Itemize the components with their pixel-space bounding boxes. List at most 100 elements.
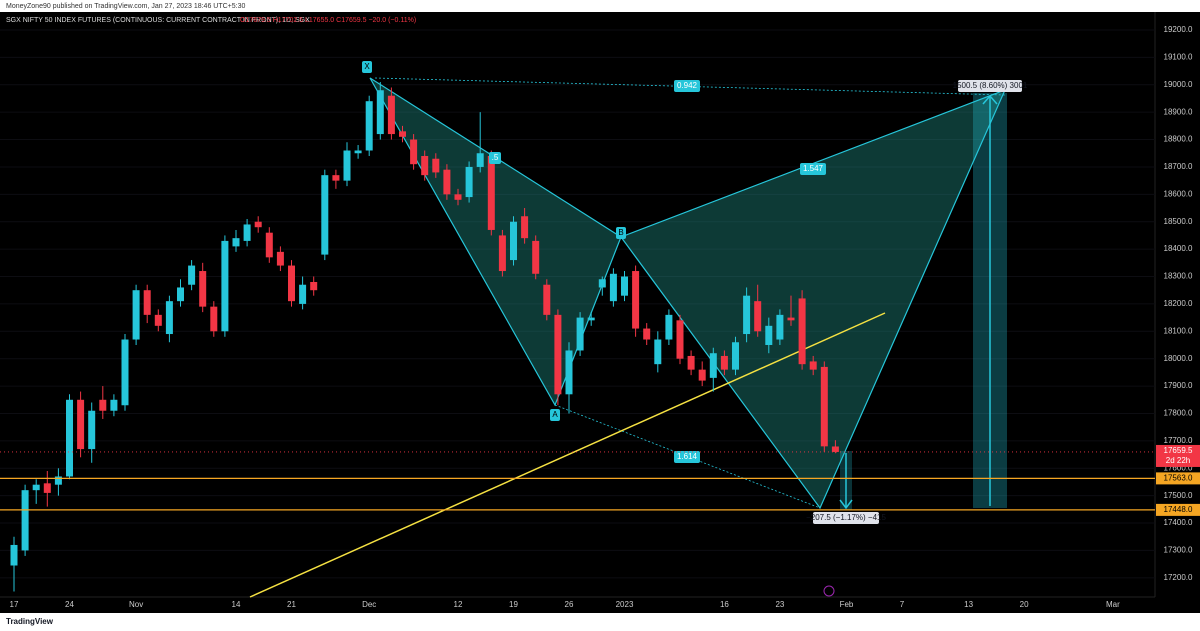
last-price-label: 17659.5 (1164, 446, 1193, 455)
ratio-label: .5 (492, 153, 499, 162)
candle-body (510, 221, 517, 261)
candle-body (621, 276, 628, 296)
ratio-label: 1.614 (677, 452, 698, 461)
candle-body (66, 399, 73, 477)
candle-body (820, 366, 828, 447)
y-tick-label: 17900.0 (1164, 381, 1193, 390)
candle-body (554, 314, 562, 395)
x-tick-label: 26 (565, 600, 574, 609)
arrow-head (982, 94, 998, 105)
candle-body (143, 290, 151, 315)
header-bar (0, 0, 1200, 12)
x-tick-label: 20 (1020, 600, 1029, 609)
candle-body (110, 399, 118, 411)
last-price-box (1156, 444, 1200, 467)
candle-body (676, 320, 684, 359)
candle-body (654, 339, 662, 365)
price-box (1156, 503, 1200, 516)
x-tick-label: 14 (232, 600, 241, 609)
candle-body (365, 101, 373, 151)
candle-body (809, 361, 817, 370)
candle-body (154, 314, 162, 326)
candle-body (454, 194, 462, 200)
price-box-label: 17448.0 (1164, 505, 1193, 514)
candle-body (743, 295, 751, 335)
y-tick-label: 19100.0 (1164, 52, 1193, 61)
pattern-point-box (616, 227, 626, 239)
price-box (1156, 472, 1200, 485)
candle-body (299, 284, 307, 304)
measure-label-box (958, 80, 1022, 92)
y-tick-label: 18800.0 (1164, 135, 1193, 144)
candle-body (543, 284, 551, 315)
x-tick-label: 2023 (616, 600, 634, 609)
y-tick-label: 19200.0 (1164, 25, 1193, 34)
y-tick-label: 17800.0 (1164, 409, 1193, 418)
candle-body (443, 169, 451, 195)
candle-body (221, 240, 229, 332)
ratio-label-box (800, 163, 826, 175)
candle-body (332, 175, 340, 181)
ratio-label: 1.547 (803, 164, 824, 173)
candle-body (188, 265, 196, 285)
candle-body (288, 265, 295, 302)
x-tick-label: 21 (287, 600, 296, 609)
x-tick-label: Feb (840, 600, 854, 609)
candle-body (376, 90, 384, 135)
candle-body (276, 251, 284, 266)
ac-dotted (554, 404, 821, 509)
pattern-point: B (618, 228, 623, 237)
candle-body (720, 355, 728, 370)
ratio-label: 0.942 (677, 81, 698, 90)
candle-body (754, 301, 762, 332)
candle-body (587, 317, 595, 321)
pattern-point-box (362, 61, 372, 73)
candle-body (521, 216, 529, 239)
candle-body (354, 150, 362, 154)
pattern-point-box (550, 409, 560, 421)
candle-body (254, 221, 262, 228)
candle-body (765, 325, 773, 345)
candle-body (598, 279, 606, 288)
candle-body (476, 153, 484, 167)
candle-body (410, 139, 418, 165)
candle-body (10, 544, 18, 566)
countdown: 2d 22h (1166, 456, 1190, 465)
measure-label: −207.5 (−1.17%) −415 (806, 513, 886, 522)
candle-body (177, 287, 184, 302)
candle-body (687, 355, 695, 370)
x-tick-label: 13 (964, 600, 973, 609)
candle-body (132, 290, 140, 340)
pattern-point: A (552, 410, 558, 419)
watermark: TradingView (6, 617, 54, 626)
candle-body (643, 328, 651, 340)
price-box-label: 17563.0 (1164, 474, 1193, 483)
candles (10, 82, 839, 592)
ratio-label-box (674, 80, 700, 92)
x-tick-label: 16 (720, 600, 729, 609)
candle-body (88, 410, 96, 450)
y-tick-label: 19000.0 (1164, 80, 1193, 89)
y-tick-label: 17500.0 (1164, 491, 1193, 500)
candle-body (532, 240, 540, 274)
candle-body (165, 301, 173, 335)
x-tick-label: 24 (65, 600, 74, 609)
measure-label-box (813, 512, 879, 524)
ohlc-legend: O17679.5 H17702.5 L17655.0 C17659.5 −20.… (240, 17, 416, 24)
candle-body (243, 224, 251, 241)
candle-body (798, 298, 806, 365)
candle-body (32, 484, 40, 491)
candle-body (565, 350, 573, 395)
xd-dotted (374, 77, 1006, 96)
y-tick-label: 18900.0 (1164, 107, 1193, 116)
trendline (249, 312, 886, 598)
candle-body (199, 271, 207, 307)
candle-body (321, 175, 329, 255)
candle-body (432, 158, 440, 173)
y-tick-label: 17200.0 (1164, 573, 1193, 582)
x-tick-label: Dec (362, 600, 376, 609)
candle-body (387, 95, 395, 135)
candle-body (232, 238, 240, 247)
